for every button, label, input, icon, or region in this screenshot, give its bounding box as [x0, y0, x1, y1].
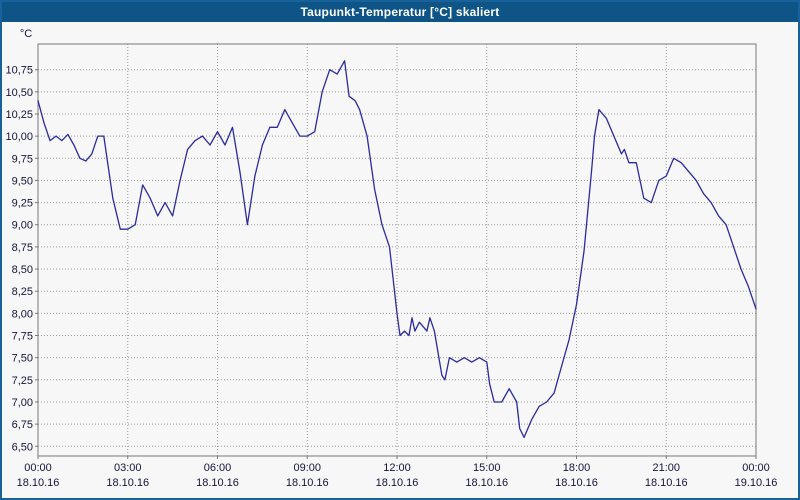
- x-tick-time-label: 21:00: [652, 462, 680, 474]
- x-tick-date-label: 19.10.16: [735, 477, 778, 489]
- x-tick-time-label: 09:00: [293, 462, 321, 474]
- y-tick-label: 6,50: [12, 441, 33, 453]
- y-tick-label: 10,75: [5, 65, 33, 77]
- x-tick-time-label: 12:00: [383, 462, 411, 474]
- x-tick-date-label: 18.10.16: [645, 477, 688, 489]
- y-axis-labels: 6,50 6,75 7,00 7,25 7,50 7,75 8,00 8,25 8,50 8,75…: [5, 65, 33, 454]
- y-tick-label: 8,75: [12, 242, 33, 254]
- y-tick-label: 10,50: [5, 87, 33, 99]
- y-axis-unit-label: °C: [20, 28, 32, 40]
- y-tick-label: 10,25: [5, 109, 33, 121]
- y-tick-label: 9,50: [12, 175, 33, 187]
- y-tick-label: 8,50: [12, 264, 33, 276]
- x-tick-date-label: 18.10.16: [196, 477, 239, 489]
- x-tick-time-label: 06:00: [204, 462, 232, 474]
- x-tick-date-label: 18.10.16: [555, 477, 598, 489]
- x-tick-time-label: 00:00: [742, 462, 770, 474]
- y-tick-label: 8,25: [12, 286, 33, 298]
- axis-ticks: [35, 69, 757, 459]
- gridlines: [37, 44, 757, 456]
- y-tick-label: 6,75: [12, 419, 33, 431]
- y-tick-label: 7,00: [12, 397, 33, 409]
- chart-area: 6,50 6,75 7,00 7,25 7,50 7,75 8,00 8,25 8,50 8,75…: [2, 22, 798, 498]
- x-tick-date-label: 18.10.16: [286, 477, 329, 489]
- y-tick-label: 10,00: [5, 131, 33, 143]
- x-tick-time-label: 00:00: [24, 462, 52, 474]
- y-tick-label: 9,75: [12, 153, 33, 165]
- chart-title-bar: Taupunkt-Temperatur [°C] skaliert: [2, 2, 798, 22]
- x-tick-date-label: 18.10.16: [465, 477, 508, 489]
- y-tick-label: 7,75: [12, 331, 33, 343]
- dewpoint-line-chart: 6,50 6,75 7,00 7,25 7,50 7,75 8,00 8,25 8,50 8,75…: [5, 28, 778, 489]
- x-tick-date-label: 18.10.16: [106, 477, 149, 489]
- x-tick-time-label: 18:00: [563, 462, 591, 474]
- y-tick-label: 8,00: [12, 308, 33, 320]
- x-tick-date-label: 18.10.16: [376, 477, 419, 489]
- y-tick-label: 7,50: [12, 353, 33, 365]
- dewpoint-series-line: [37, 60, 757, 439]
- x-tick-date-label: 18.10.16: [17, 477, 60, 489]
- x-tick-time-label: 03:00: [114, 462, 142, 474]
- x-axis-labels: 00:00 18.10.16 03:00 18.10.16 06:00 18.10.16 0…: [17, 462, 778, 489]
- y-tick-label: 9,25: [12, 198, 33, 210]
- x-tick-time-label: 15:00: [473, 462, 501, 474]
- plot-border: [37, 43, 757, 457]
- y-tick-label: 9,00: [12, 220, 33, 232]
- y-tick-label: 7,25: [12, 375, 33, 387]
